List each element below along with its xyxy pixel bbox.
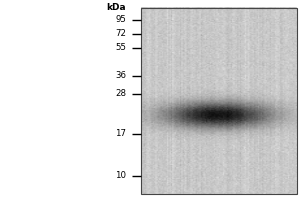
Text: 95: 95 [115, 16, 126, 24]
Text: 55: 55 [115, 44, 126, 52]
Text: 72: 72 [115, 29, 126, 38]
Text: 28: 28 [115, 90, 126, 98]
Text: kDa: kDa [106, 3, 126, 12]
Text: 17: 17 [115, 130, 126, 138]
Bar [141, 8, 297, 194]
Text: 10: 10 [115, 171, 126, 180]
Text: 36: 36 [115, 72, 126, 80]
